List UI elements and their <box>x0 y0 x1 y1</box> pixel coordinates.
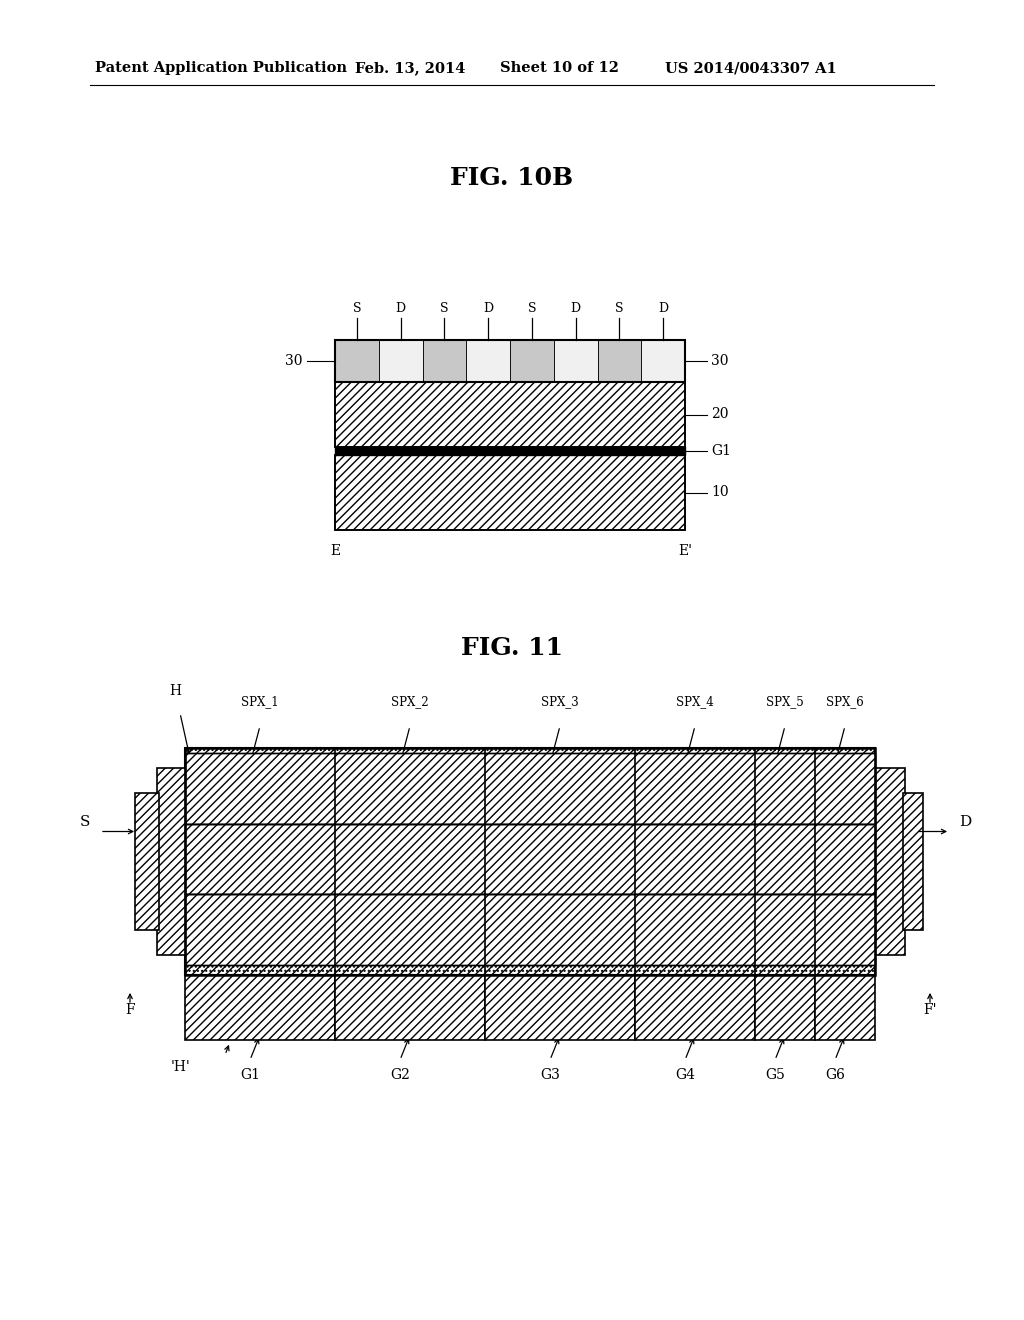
Text: FIG. 11: FIG. 11 <box>461 636 563 660</box>
Text: S: S <box>440 302 449 315</box>
Bar <box>635 975 755 1040</box>
Bar <box>597 341 641 381</box>
Bar <box>335 381 685 447</box>
Bar <box>755 975 815 1040</box>
Bar <box>335 381 685 447</box>
Text: G5: G5 <box>765 1068 785 1082</box>
Bar <box>335 341 379 381</box>
Bar <box>641 341 685 381</box>
Bar <box>485 975 635 1040</box>
Text: G2: G2 <box>390 1068 410 1082</box>
Text: SPX_1: SPX_1 <box>242 696 279 708</box>
Text: D: D <box>958 814 971 829</box>
Bar <box>554 341 597 381</box>
Bar <box>335 455 685 531</box>
Text: D: D <box>483 302 494 315</box>
Bar <box>335 975 485 1040</box>
Bar <box>185 824 874 895</box>
Text: SPX_5: SPX_5 <box>766 696 804 708</box>
Bar <box>157 768 187 954</box>
Bar <box>423 341 466 381</box>
Bar <box>335 341 685 381</box>
Text: F': F' <box>924 1003 937 1016</box>
Text: H: H <box>169 684 181 698</box>
Text: G3: G3 <box>540 1068 560 1082</box>
Text: E: E <box>330 544 340 558</box>
Text: US 2014/0043307 A1: US 2014/0043307 A1 <box>665 61 837 75</box>
Text: 30: 30 <box>286 354 303 368</box>
Bar <box>379 341 423 381</box>
Text: S: S <box>527 302 537 315</box>
Bar <box>185 748 874 975</box>
Text: D: D <box>658 302 669 315</box>
Text: D: D <box>570 302 581 315</box>
Text: S: S <box>615 302 624 315</box>
Bar <box>815 975 874 1040</box>
Bar <box>510 341 554 381</box>
Text: Feb. 13, 2014: Feb. 13, 2014 <box>355 61 465 75</box>
Text: G1: G1 <box>240 1068 260 1082</box>
Bar <box>335 447 685 455</box>
Text: FIG. 10B: FIG. 10B <box>451 166 573 190</box>
Text: 30: 30 <box>711 354 728 368</box>
Text: G1: G1 <box>711 444 731 458</box>
Text: Sheet 10 of 12: Sheet 10 of 12 <box>500 61 618 75</box>
Bar <box>185 748 874 975</box>
Text: S: S <box>80 814 90 829</box>
Text: SPX_4: SPX_4 <box>676 696 714 708</box>
Text: D: D <box>395 302 406 315</box>
Text: F: F <box>125 1003 135 1016</box>
Text: 20: 20 <box>711 408 728 421</box>
Bar <box>185 748 874 975</box>
Bar <box>466 341 510 381</box>
Text: SPX_2: SPX_2 <box>391 696 429 708</box>
Text: E': E' <box>678 544 692 558</box>
Text: G6: G6 <box>825 1068 845 1082</box>
Text: SPX_6: SPX_6 <box>826 696 864 708</box>
Bar <box>335 455 685 531</box>
Bar <box>185 895 874 965</box>
Text: Patent Application Publication: Patent Application Publication <box>95 61 347 75</box>
Bar <box>185 895 874 965</box>
Bar <box>185 824 874 895</box>
Bar <box>903 793 923 931</box>
Bar <box>135 793 159 931</box>
Bar <box>874 768 905 954</box>
Text: 10: 10 <box>711 486 729 499</box>
Bar <box>185 752 874 824</box>
Text: S: S <box>352 302 361 315</box>
Text: G4: G4 <box>675 1068 695 1082</box>
Bar <box>185 752 874 824</box>
Text: 'H': 'H' <box>170 1060 189 1074</box>
Bar <box>335 341 685 381</box>
Text: SPX_3: SPX_3 <box>541 696 579 708</box>
Bar <box>185 975 335 1040</box>
